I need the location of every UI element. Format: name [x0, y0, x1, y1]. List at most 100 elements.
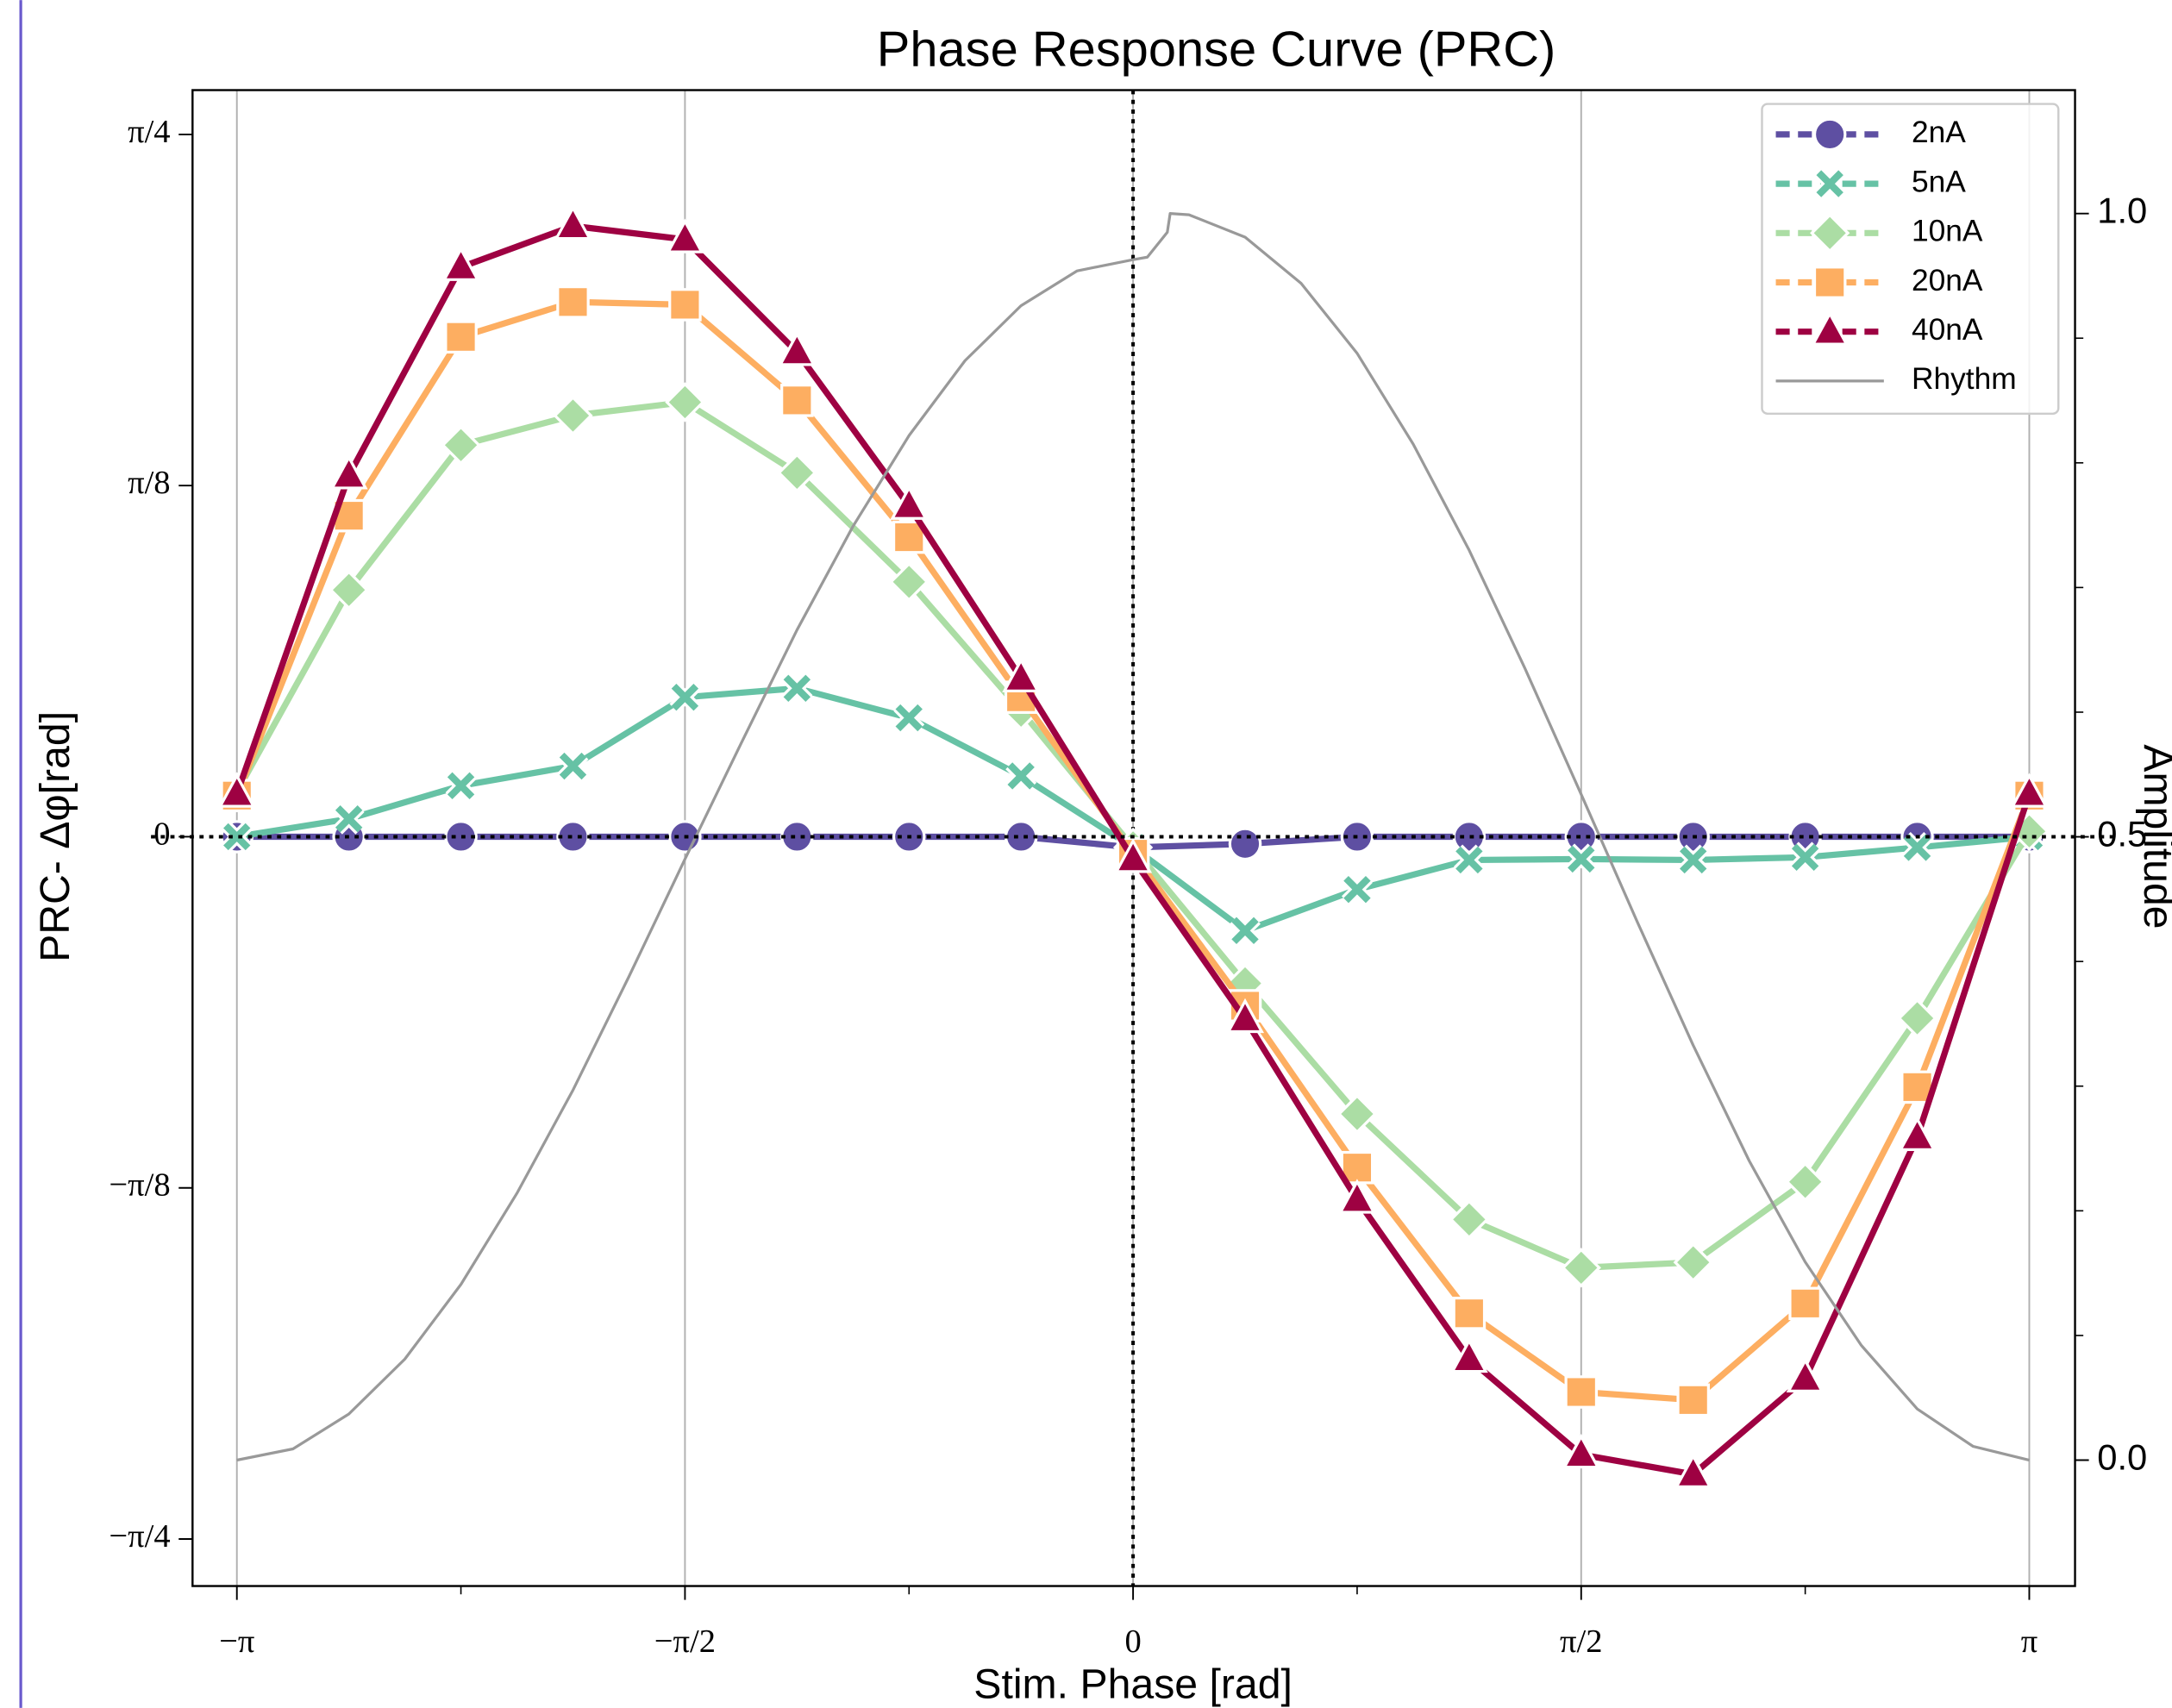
marker — [1789, 841, 1821, 873]
marker — [669, 681, 701, 713]
marker — [556, 285, 590, 319]
marker — [666, 218, 704, 253]
marker — [444, 320, 478, 354]
marker — [1565, 843, 1597, 875]
marker — [1674, 1453, 1712, 1488]
y-tick-label: −π/8 — [109, 1167, 170, 1204]
marker-cross — [1791, 843, 1819, 872]
marker — [1449, 1337, 1488, 1373]
x-tick-label: −π/2 — [654, 1624, 716, 1660]
marker — [1564, 1375, 1599, 1409]
marker — [1337, 1179, 1376, 1214]
rhythm-line — [236, 212, 2030, 1462]
marker — [1814, 168, 1846, 200]
marker — [1002, 657, 1041, 692]
legend-label: 10nA — [1912, 215, 1983, 248]
marker — [1452, 1296, 1487, 1330]
marker — [221, 821, 253, 853]
marker — [1341, 873, 1373, 905]
marker — [1226, 998, 1265, 1034]
marker — [1005, 760, 1037, 791]
marker-cross — [447, 772, 475, 800]
marker — [553, 395, 593, 436]
marker — [890, 485, 929, 520]
legend-label: 5nA — [1912, 165, 1966, 198]
marker — [665, 382, 705, 422]
marker-cross — [783, 674, 811, 703]
y-axis-label: PRC- Δφ[rad] — [32, 711, 78, 962]
marker — [1898, 1116, 1937, 1151]
marker — [1228, 827, 1262, 861]
legend: 2nA 5nA 10nA 20nA 40nA Rhythm — [1761, 103, 2060, 415]
marker — [668, 288, 702, 322]
marker — [1336, 1093, 1378, 1135]
legend-label: 40nA — [1912, 313, 1983, 347]
marker — [333, 803, 365, 835]
marker — [441, 246, 480, 281]
y-tick-label: π/8 — [128, 465, 170, 501]
marker-cross — [223, 823, 251, 851]
marker — [1114, 838, 1153, 873]
x-tick-label: π — [2021, 1624, 2037, 1660]
y-tick-label: 0 — [153, 816, 170, 852]
marker-cross — [1568, 845, 1595, 873]
marker — [1812, 117, 1847, 152]
x-axis-label: Stim. Phase [rad] — [973, 1661, 1293, 1708]
marker — [554, 204, 592, 241]
marker — [778, 331, 817, 366]
marker — [1785, 1161, 1825, 1202]
marker — [557, 750, 589, 782]
marker — [329, 454, 368, 490]
y2-tick-label: 0.0 — [2097, 1437, 2147, 1478]
marker — [1676, 1383, 1710, 1417]
marker-cross — [671, 683, 699, 711]
y-tick-label: −π/4 — [109, 1518, 170, 1555]
marker — [1453, 844, 1485, 876]
marker — [1810, 213, 1850, 253]
marker-cross — [1007, 762, 1035, 790]
x-tick-label: π/2 — [1560, 1624, 1602, 1660]
plot-frame — [191, 89, 2076, 1587]
marker — [1004, 820, 1038, 854]
marker — [892, 520, 926, 554]
y2-tick-label: 1.0 — [2097, 191, 2147, 231]
marker-cross — [1816, 170, 1843, 197]
marker — [445, 770, 477, 802]
marker — [893, 702, 925, 734]
marker — [1786, 1357, 1825, 1393]
marker — [1449, 1199, 1490, 1240]
marker-cross — [335, 805, 363, 833]
marker-cross — [1343, 875, 1371, 904]
marker — [1673, 1242, 1713, 1283]
x-tick-label: −π — [219, 1624, 254, 1660]
marker-cross — [1455, 846, 1483, 874]
marker — [217, 773, 256, 808]
marker-cross — [1903, 834, 1931, 861]
marker — [1897, 998, 1937, 1039]
marker-cross — [559, 752, 587, 780]
marker-cross — [895, 704, 923, 732]
marker — [1562, 1433, 1600, 1469]
y-tick-label: π/4 — [128, 114, 170, 150]
marker-cross — [1231, 917, 1259, 945]
marker — [777, 453, 817, 493]
x-tick-label: 0 — [1124, 1624, 1141, 1660]
legend-label: 20nA — [1912, 264, 1983, 297]
marker — [781, 673, 813, 704]
marker — [329, 570, 369, 610]
marker — [1811, 310, 1850, 346]
marker — [1230, 915, 1261, 947]
marker — [1788, 1286, 1822, 1321]
marker — [780, 384, 814, 417]
marker-cross — [1680, 846, 1707, 874]
marker — [2010, 773, 2049, 808]
legend-label: 2nA — [1912, 116, 1966, 149]
marker — [441, 425, 481, 466]
marker — [889, 561, 930, 603]
y2-tick-label: 0.5 — [2097, 814, 2147, 854]
marker — [1677, 844, 1709, 876]
chart-title: Phase Response Curve (PRC) — [877, 22, 1555, 77]
y2-axis-label: Amplitude — [2135, 744, 2172, 929]
marker — [780, 820, 814, 854]
